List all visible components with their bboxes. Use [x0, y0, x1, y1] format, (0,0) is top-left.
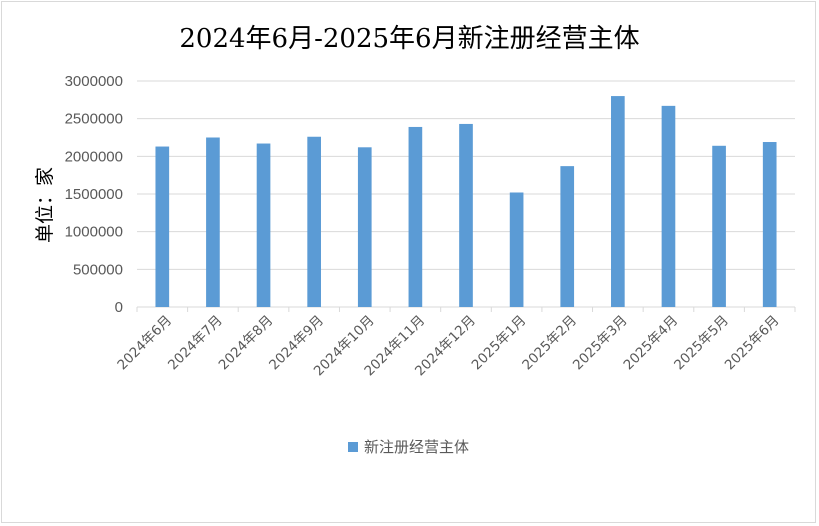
bar [712, 145, 726, 307]
bar [155, 146, 170, 307]
y-tick-label: 2500000 [65, 111, 123, 128]
bar [256, 143, 271, 307]
bar [307, 136, 321, 307]
y-tick-label: 1000000 [65, 224, 123, 241]
bar [762, 142, 777, 307]
y-tick-label: 1500000 [65, 186, 123, 203]
bar [509, 192, 524, 307]
y-tick-label: 3000000 [65, 73, 123, 90]
bar [206, 137, 220, 307]
bar [560, 166, 575, 307]
bar [408, 126, 423, 307]
x-tick-label: 2025年6月 [722, 313, 783, 374]
chart-title: 2024年6月-2025年6月新注册经营主体 [179, 24, 640, 54]
y-tick-label: 2000000 [65, 148, 123, 165]
legend-swatch [348, 441, 358, 452]
y-tick-label: 500000 [73, 261, 123, 278]
bar [661, 105, 676, 307]
bar [459, 123, 473, 307]
bar [357, 147, 372, 307]
legend-label: 新注册经营主体 [364, 438, 470, 456]
bar [611, 96, 625, 307]
y-tick-label: 0 [115, 299, 123, 316]
legend: 新注册经营主体 [348, 436, 469, 457]
